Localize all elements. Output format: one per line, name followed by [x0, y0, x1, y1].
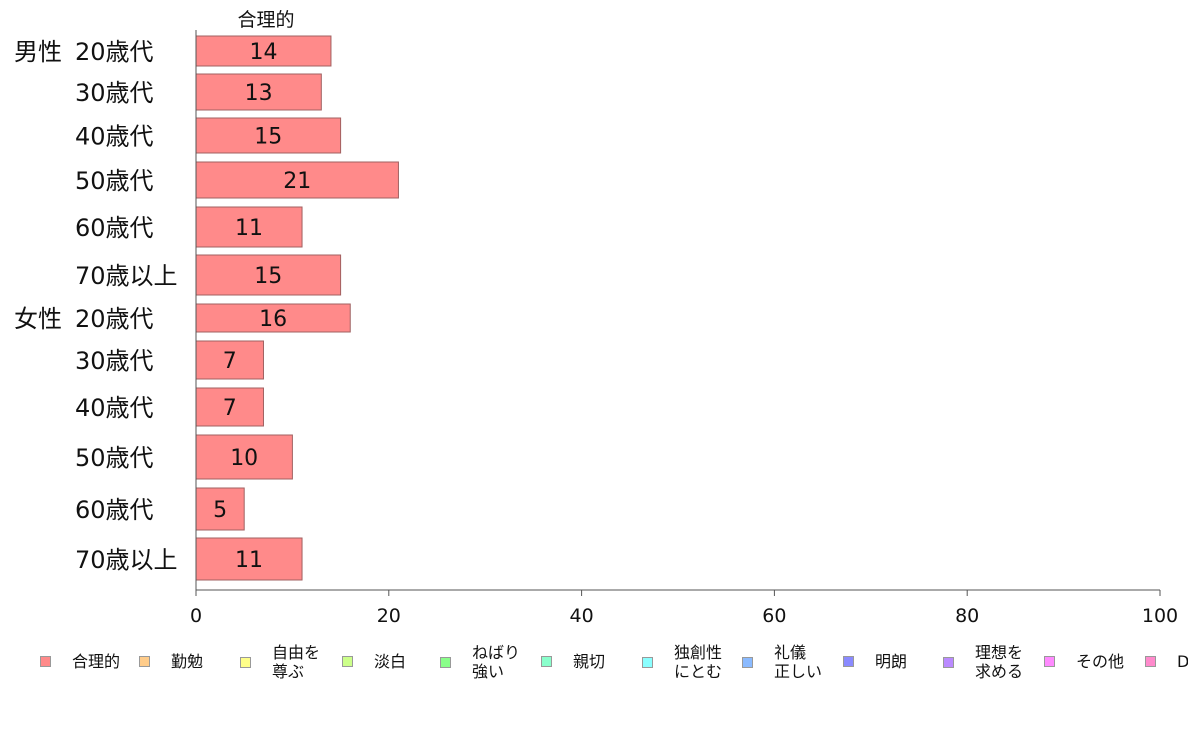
category-label: 50歳代 — [75, 444, 154, 472]
bar — [195, 434, 293, 480]
category-label: 70歳以上 — [75, 262, 178, 290]
category-label: 50歳代 — [75, 167, 154, 195]
group-label: 女性 — [14, 305, 62, 333]
data-label: 11 — [235, 548, 263, 573]
x-tick-label: 20 — [377, 605, 401, 627]
data-label: 21 — [283, 169, 311, 194]
category-label: 20歳代 — [75, 305, 154, 333]
x-tick-label: 40 — [570, 605, 594, 627]
category-label: 40歳代 — [75, 123, 154, 151]
data-label: 16 — [259, 307, 287, 332]
bar — [195, 487, 245, 531]
category-label: 30歳代 — [75, 79, 154, 107]
group-label: 男性 — [14, 38, 62, 66]
data-label: 15 — [254, 264, 282, 289]
data-label: 10 — [230, 446, 258, 471]
bar — [195, 35, 332, 67]
bar — [195, 206, 303, 248]
bar — [195, 73, 322, 111]
data-label: 13 — [245, 81, 273, 106]
x-tick-label: 80 — [955, 605, 979, 627]
data-label: 7 — [223, 349, 237, 374]
category-label: 30歳代 — [75, 347, 154, 375]
category-label: 60歳代 — [75, 496, 154, 524]
data-label: 7 — [223, 396, 237, 421]
bar — [195, 117, 342, 154]
data-label: 14 — [249, 40, 277, 65]
bar — [195, 303, 351, 333]
bar — [195, 537, 303, 581]
data-label: 11 — [235, 216, 263, 241]
category-label: 60歳代 — [75, 214, 154, 242]
x-tick-label: 0 — [190, 605, 202, 627]
bar — [195, 161, 399, 199]
x-tick-label: 60 — [762, 605, 786, 627]
chart-title: 合理的 — [237, 9, 294, 31]
data-label: 15 — [254, 125, 282, 150]
category-label: 40歳代 — [75, 394, 154, 422]
category-label: 20歳代 — [75, 38, 154, 66]
category-label: 70歳以上 — [75, 546, 178, 574]
x-tick-label: 100 — [1142, 605, 1178, 627]
data-label: 5 — [213, 498, 227, 523]
